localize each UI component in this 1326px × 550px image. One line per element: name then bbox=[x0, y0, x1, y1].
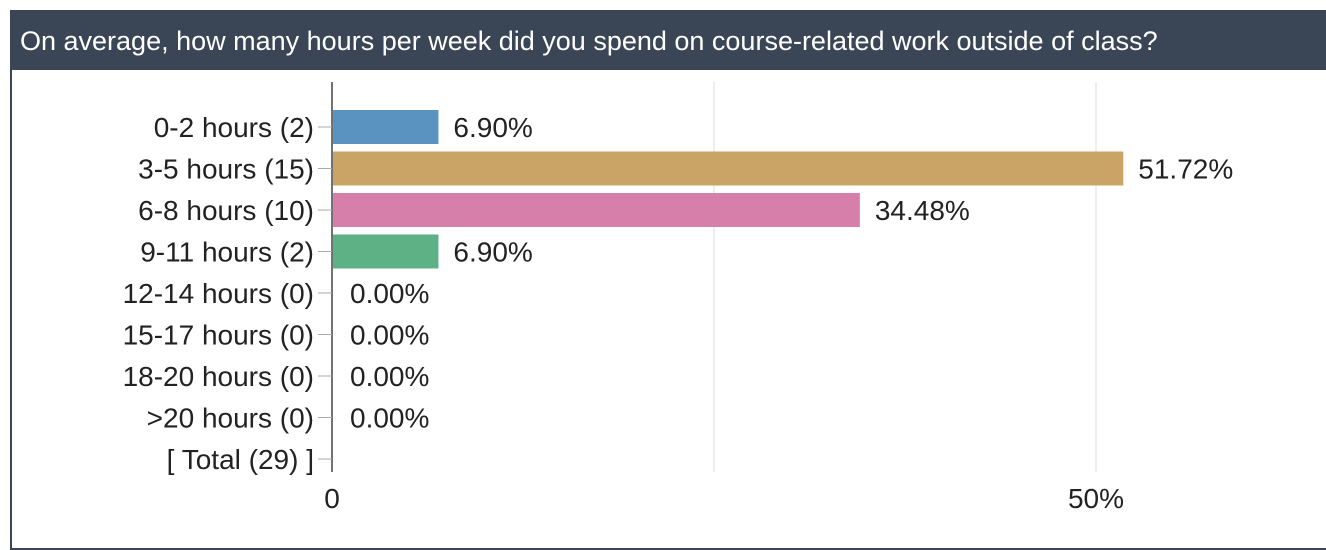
chart-title: On average, how many hours per week did … bbox=[12, 12, 1326, 70]
category-label: 18-20 hours (0) bbox=[123, 361, 314, 392]
bar bbox=[333, 151, 1124, 186]
category-label: 9-11 hours (2) bbox=[140, 237, 314, 268]
bar-value-label: 0.00% bbox=[350, 403, 429, 434]
bar-value-label: 0.00% bbox=[350, 361, 429, 392]
x-tick-label: 50% bbox=[1068, 483, 1124, 514]
bar bbox=[333, 110, 439, 144]
category-label: >20 hours (0) bbox=[147, 403, 314, 434]
chart-frame: On average, how many hours per week did … bbox=[10, 10, 1326, 550]
category-label: 12-14 hours (0) bbox=[123, 278, 314, 309]
bar-value-label: 51.72% bbox=[1138, 154, 1233, 185]
category-label: 3-5 hours (15) bbox=[138, 154, 314, 185]
category-label: [ Total (29) ] bbox=[167, 444, 314, 475]
bar bbox=[333, 193, 860, 227]
category-label: 0-2 hours (2) bbox=[154, 112, 314, 143]
x-tick-label: 0 bbox=[324, 483, 340, 514]
category-label: 15-17 hours (0) bbox=[123, 320, 314, 351]
category-label: 6-8 hours (10) bbox=[138, 195, 314, 226]
bar bbox=[333, 234, 439, 269]
bar-value-label: 6.90% bbox=[453, 112, 532, 143]
bar-value-label: 6.90% bbox=[453, 237, 532, 268]
bar-value-label: 0.00% bbox=[350, 320, 429, 351]
bar-value-label: 34.48% bbox=[875, 195, 970, 226]
bar-value-label: 0.00% bbox=[350, 278, 429, 309]
bar-chart: 0 50% 0-2 hours (2) 6.90% 3-5 hours (15) 51.7… bbox=[123, 82, 1233, 514]
